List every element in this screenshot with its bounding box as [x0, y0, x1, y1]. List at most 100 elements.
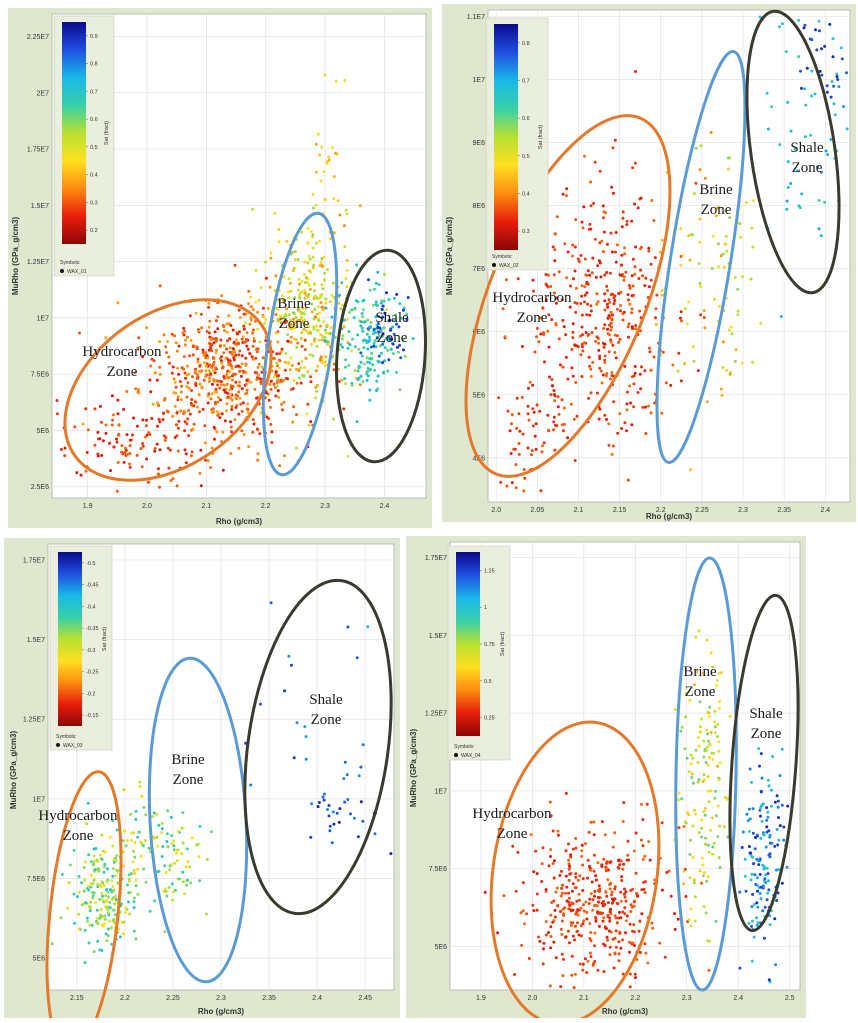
data-point: [609, 907, 613, 911]
data-point: [282, 315, 286, 319]
data-point: [518, 429, 522, 433]
data-point: [313, 307, 317, 311]
data-point: [180, 366, 184, 370]
data-point: [130, 838, 133, 842]
data-point: [225, 339, 229, 343]
data-point: [677, 826, 681, 830]
data-point: [285, 307, 289, 311]
data-point: [157, 823, 161, 827]
data-point: [186, 364, 189, 368]
data-point: [591, 908, 595, 912]
legend-marker: [492, 263, 496, 267]
chart-panel-2: 2.0 2.05 2.1 2.15 2.2 2.25 2.3 2.35 2.4 4E6 5E6 6E…: [442, 4, 856, 522]
data-point: [588, 937, 592, 940]
data-point: [567, 858, 571, 862]
data-point: [713, 709, 717, 713]
data-point: [582, 909, 586, 913]
data-point: [239, 402, 243, 406]
data-point: [525, 912, 528, 916]
data-point: [303, 288, 307, 292]
data-point: [352, 816, 356, 820]
data-point: [564, 935, 567, 939]
data-point: [248, 352, 252, 355]
x-axis-label-2: Rho (g/cm3): [646, 512, 693, 521]
data-point: [272, 356, 276, 360]
data-point: [568, 872, 572, 876]
data-point: [648, 346, 651, 350]
data-point: [381, 342, 385, 346]
data-point: [755, 883, 759, 887]
data-point: [829, 95, 833, 99]
data-point: [548, 984, 552, 988]
data-point: [207, 392, 211, 396]
brine-zone-label: Brine Zone: [683, 664, 717, 700]
data-point: [702, 778, 706, 782]
data-point: [609, 321, 613, 325]
colorbar-tick-label: 0.3: [522, 229, 530, 235]
data-point: [749, 878, 753, 882]
data-point: [137, 336, 141, 340]
data-point: [571, 254, 574, 258]
data-point: [252, 339, 256, 343]
data-point: [368, 288, 372, 292]
data-point: [596, 861, 600, 865]
data-point: [108, 900, 112, 904]
data-point: [574, 924, 577, 928]
data-point: [547, 313, 551, 317]
data-point: [630, 219, 634, 223]
x-tick-label: 2.4: [733, 995, 743, 1002]
data-point: [576, 908, 580, 912]
data-point: [716, 723, 720, 726]
data-point: [542, 947, 545, 951]
data-point: [223, 419, 227, 423]
data-point: [630, 905, 634, 909]
data-point: [372, 287, 376, 291]
data-point: [223, 329, 226, 333]
data-point: [776, 843, 780, 847]
data-point: [115, 828, 119, 832]
data-point: [151, 402, 155, 406]
data-point: [608, 953, 612, 957]
data-point: [359, 374, 363, 378]
data-point: [568, 305, 572, 309]
data-point: [296, 341, 300, 345]
data-point: [83, 878, 87, 882]
data-point: [640, 888, 644, 892]
data-point: [610, 890, 614, 894]
data-point: [184, 865, 188, 869]
data-point: [330, 294, 334, 297]
data-point: [709, 131, 713, 134]
data-point: [593, 237, 597, 241]
data-point: [767, 978, 771, 982]
data-point: [357, 774, 361, 778]
data-point: [295, 413, 298, 417]
data-point: [323, 328, 327, 332]
data-point: [191, 375, 195, 379]
data-point: [398, 343, 402, 347]
data-point: [620, 427, 624, 430]
data-point: [603, 361, 607, 364]
data-point: [571, 921, 575, 925]
data-point: [140, 465, 144, 469]
data-point: [221, 468, 225, 472]
data-point: [611, 899, 615, 903]
data-point: [631, 166, 635, 170]
data-point: [701, 874, 705, 878]
data-point: [613, 936, 617, 940]
data-point: [238, 369, 242, 373]
data-point: [584, 900, 588, 904]
data-point: [262, 315, 265, 319]
data-point: [758, 891, 762, 895]
data-point: [566, 436, 570, 440]
data-point: [564, 333, 568, 337]
data-point: [194, 345, 198, 349]
data-point: [287, 296, 290, 300]
brine-zone-label: Brine Zone: [277, 296, 311, 332]
data-point: [740, 846, 744, 849]
x-tick-label: 2.3: [682, 995, 692, 1002]
data-point: [776, 799, 780, 803]
data-point: [614, 260, 618, 264]
data-point: [643, 942, 647, 946]
data-point: [104, 423, 108, 427]
data-point: [649, 411, 653, 415]
